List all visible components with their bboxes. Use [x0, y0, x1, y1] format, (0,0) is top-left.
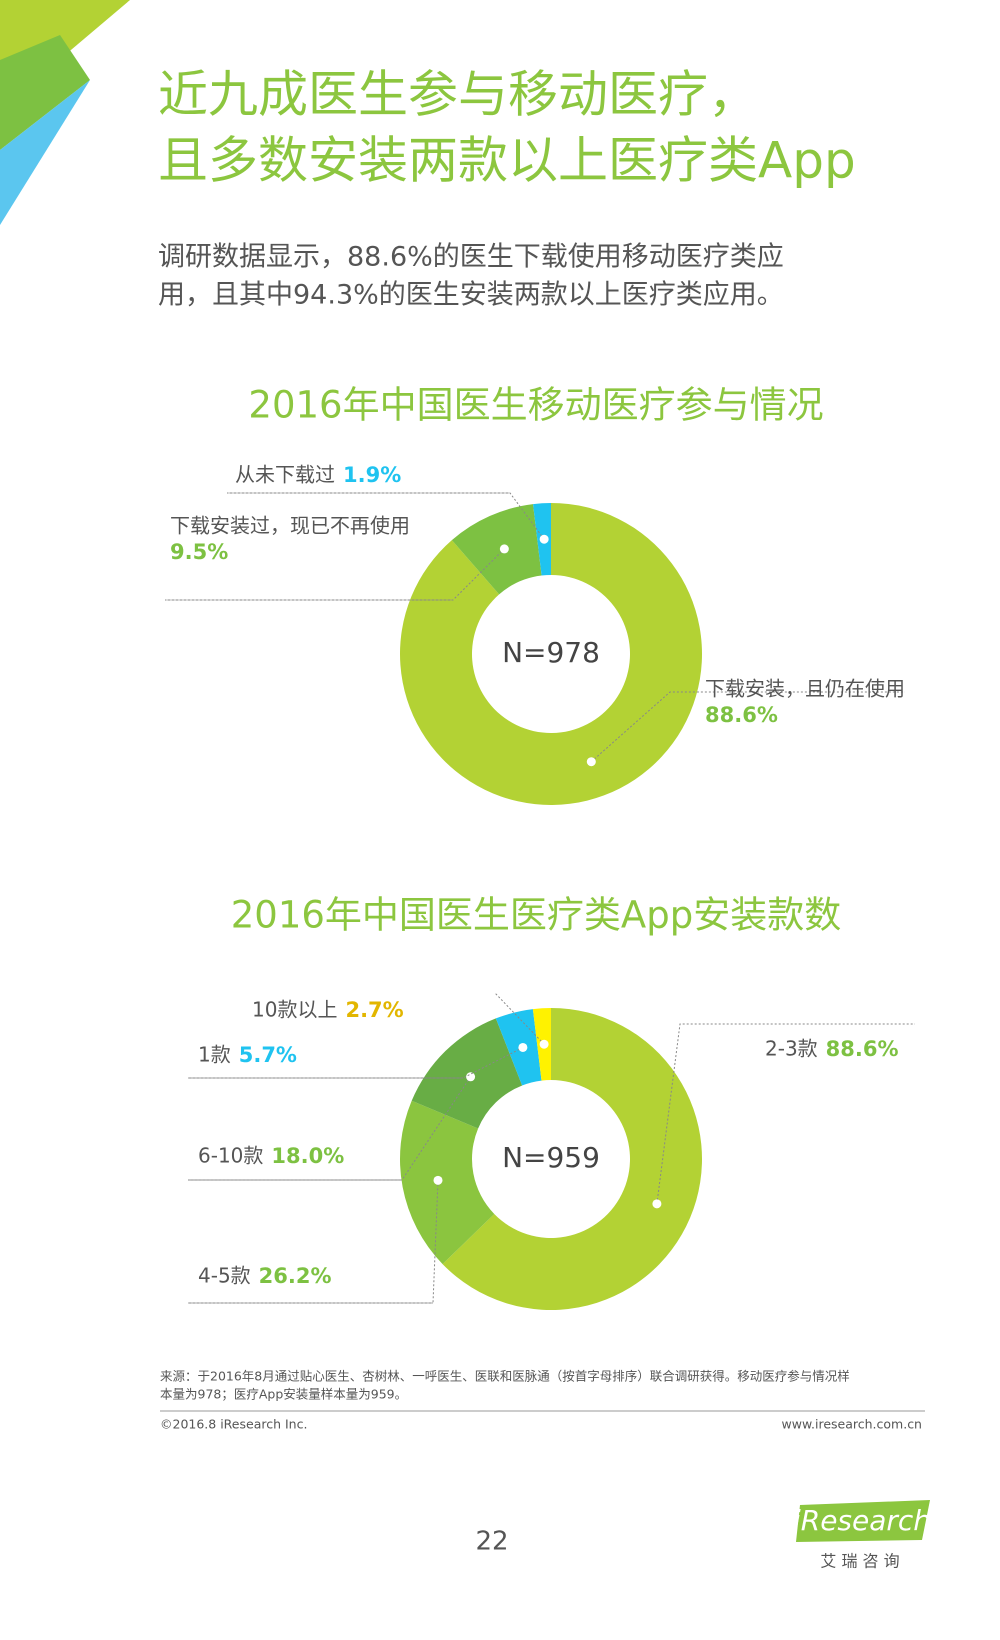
value-label: 1.9% — [343, 463, 401, 487]
label-name: 1款 — [198, 1043, 231, 1067]
value-label: 9.5% — [170, 540, 228, 564]
value-label: 18.0% — [271, 1144, 344, 1168]
leader-dot — [499, 544, 509, 554]
leader-dot — [466, 1072, 476, 1082]
donut-segment — [400, 1100, 495, 1265]
logo: iResearch — [793, 1504, 931, 1537]
value-label: 88.6% — [705, 703, 778, 727]
label-name: 下载安装过，现已不再使用 — [170, 514, 410, 538]
title: 近九成医生参与移动医疗， — [158, 66, 758, 124]
source: 来源：于2016年8月通过贴心医生、杏树林、一呼医生、医联和医脉通（按首字母排序… — [160, 1369, 850, 1384]
page-number: 22 — [475, 1527, 508, 1557]
chart-title: 2016年中国医生医疗类App安装款数 — [231, 894, 841, 937]
leader-dot — [586, 757, 596, 767]
leader-line — [590, 691, 905, 763]
leader-dot — [433, 1175, 443, 1185]
leader-line — [227, 492, 545, 540]
leader-dot — [539, 534, 549, 544]
logo-bg — [796, 1500, 930, 1542]
donut-segment — [411, 1018, 523, 1129]
label-name: 2-3款 — [765, 1037, 818, 1061]
leader-line — [188, 1180, 439, 1304]
source: 本量为978；医疗App安装量样本量为959。 — [160, 1387, 407, 1402]
donut-segment — [442, 1008, 703, 1310]
leader-line — [165, 548, 505, 601]
subtitle: 用，且其中94.3%的医生安装两款以上医疗类应用。 — [158, 280, 784, 311]
donut-segment — [451, 504, 542, 595]
title: 且多数安装两款以上医疗类App — [158, 132, 856, 190]
value-label: 88.6% — [826, 1037, 899, 1061]
leader-line — [188, 1047, 524, 1079]
subtitle: 调研数据显示，88.6%的医生下载使用移动医疗类应 — [158, 242, 784, 273]
value-label: 26.2% — [259, 1264, 332, 1288]
value-label: 2.7% — [345, 998, 403, 1022]
leader-dot — [652, 1199, 662, 1209]
center-label: N=959 — [502, 1141, 600, 1174]
decoration — [0, 35, 90, 150]
donut-segment — [400, 503, 702, 805]
label-name: 从未下载过 — [235, 463, 335, 487]
label-name: 6-10款 — [198, 1144, 263, 1168]
website: www.iresearch.com.cn — [782, 1417, 923, 1432]
label-name: 10款以上 — [252, 998, 337, 1022]
value-label: 5.7% — [239, 1043, 297, 1067]
logo-cn: 艾 瑞 咨 询 — [820, 1552, 899, 1571]
chart-title: 2016年中国医生移动医疗参与情况 — [248, 384, 823, 427]
leader-line — [656, 1023, 915, 1204]
center-label: N=978 — [502, 636, 600, 669]
leader-line — [188, 1076, 472, 1181]
leader-dot — [539, 1039, 549, 1049]
label-name: 4-5款 — [198, 1264, 251, 1288]
label-name: 下载安装，且仍在使用 — [705, 677, 905, 701]
leader-dot — [518, 1042, 528, 1052]
decoration — [0, 80, 90, 225]
copyright: ©2016.8 iResearch Inc. — [160, 1417, 307, 1432]
